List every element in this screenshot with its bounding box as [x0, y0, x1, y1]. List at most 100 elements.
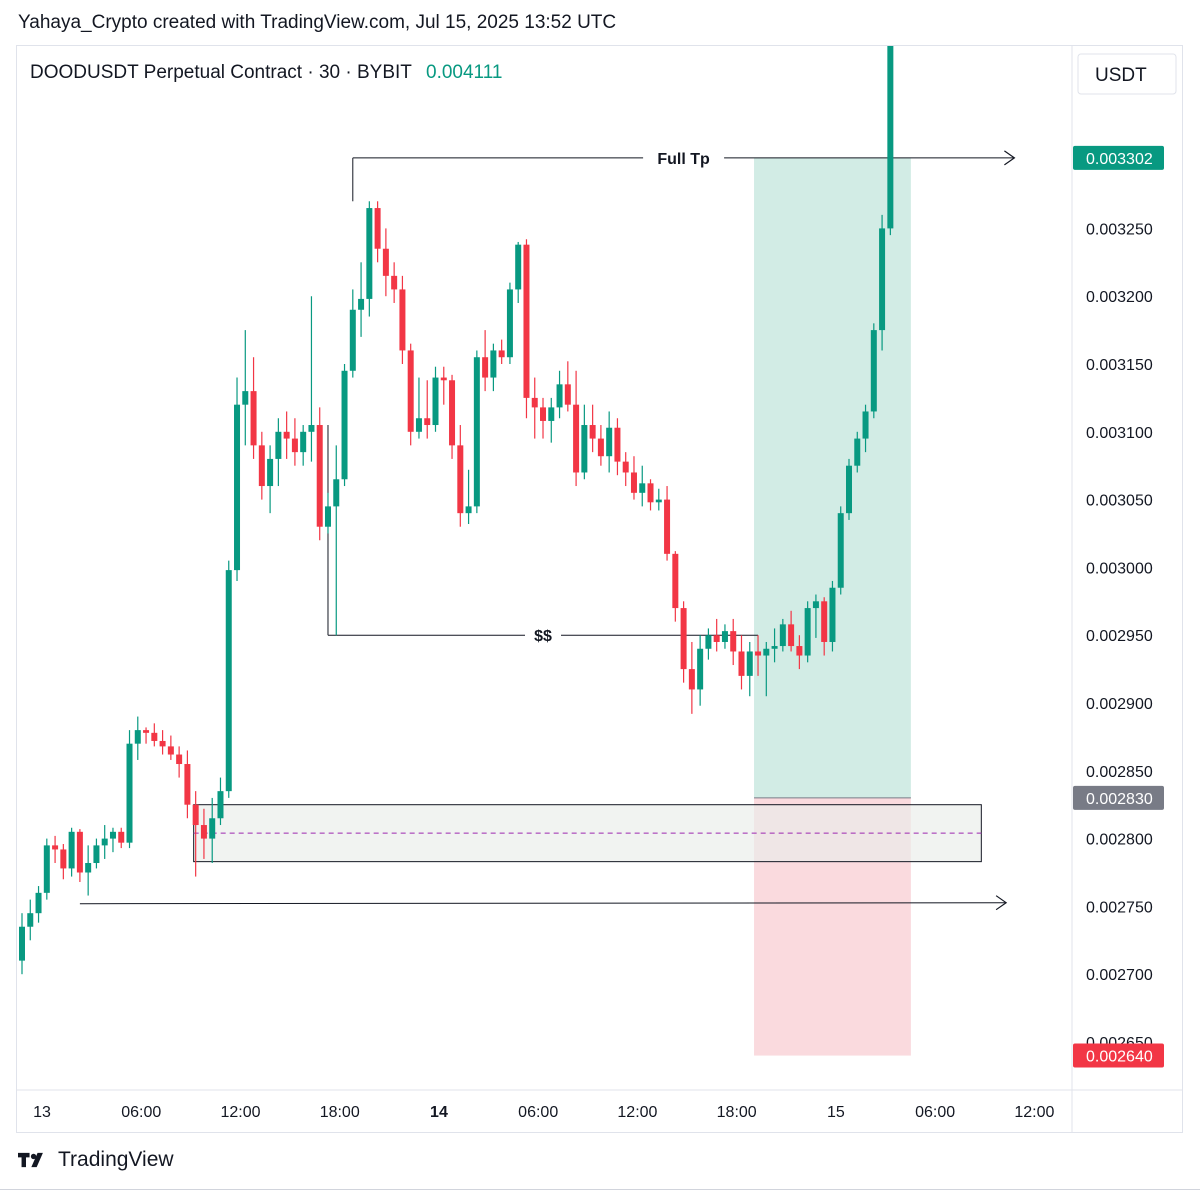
candle-body — [184, 764, 191, 805]
price-tick-label: 0.002950 — [1086, 628, 1153, 645]
time-tick-label: 12:00 — [1014, 1104, 1054, 1121]
candle-body — [796, 646, 803, 656]
candle-body — [473, 357, 480, 507]
candle-body — [449, 380, 456, 446]
target-price-label-bg — [1073, 145, 1164, 170]
candle-body — [573, 404, 580, 473]
price-tick-label: 0.002750 — [1086, 899, 1153, 916]
time-tick-label: 15 — [827, 1104, 845, 1121]
candle-body — [639, 483, 646, 493]
bottom-border — [0, 1189, 1200, 1190]
candle-body — [589, 425, 596, 439]
candle-body — [349, 309, 356, 371]
candle-body — [341, 370, 348, 480]
level-label: Full Tp — [657, 151, 710, 168]
candle-body — [581, 425, 588, 473]
candle-body — [482, 357, 489, 378]
time-tick-label: 14 — [430, 1104, 448, 1121]
time-tick-label: 12:00 — [220, 1104, 260, 1121]
candle-body — [159, 740, 166, 747]
candle-body — [680, 608, 687, 670]
candle-body — [258, 445, 265, 487]
candle-body — [664, 499, 671, 554]
stop-price-label-bg — [1073, 1043, 1164, 1068]
candle-body — [93, 845, 100, 864]
candle-body — [43, 845, 50, 893]
candle-body — [324, 506, 331, 527]
candle-body — [755, 651, 762, 656]
candle-body — [209, 818, 216, 839]
candle-body — [854, 438, 861, 466]
level-label: $$ — [534, 628, 552, 645]
time-tick-label: 13 — [33, 1104, 51, 1121]
candle-body — [606, 427, 613, 457]
candle-body — [143, 730, 150, 733]
chart-attribution: Yahaya_Crypto created with TradingView.c… — [18, 12, 617, 33]
candle-body — [804, 608, 811, 656]
candle-body — [730, 631, 737, 652]
candle-body — [498, 350, 505, 358]
candle-body — [101, 838, 108, 846]
candle-body — [19, 926, 25, 961]
candle-body — [308, 425, 315, 432]
annotations-layer: Full Tp $$ — [79, 150, 1016, 911]
arrow-head-icon — [1004, 150, 1016, 166]
candle-body — [76, 831, 83, 873]
candle-body — [27, 913, 34, 927]
time-tick-label: 18:00 — [717, 1104, 757, 1121]
candle-body — [837, 513, 844, 588]
arrow-head-icon — [995, 895, 1008, 911]
candle-body — [399, 289, 406, 351]
candle-body — [176, 754, 183, 765]
candle-body — [647, 483, 654, 503]
candle-body — [316, 425, 323, 527]
brand-footer[interactable]: TradingView — [18, 1148, 174, 1172]
candle-body — [697, 648, 704, 690]
candle-body — [746, 651, 753, 676]
candle-body — [788, 624, 795, 647]
candle-body — [415, 418, 422, 432]
candle-body — [771, 646, 778, 649]
target-price-label: 0.003302 — [1086, 151, 1153, 168]
price-tick-label: 0.003050 — [1086, 493, 1153, 510]
candle-body — [763, 648, 770, 656]
currency-selector[interactable] — [1077, 53, 1177, 95]
candle-body — [366, 208, 373, 299]
candle-body — [407, 350, 414, 432]
time-tick-label: 06:00 — [915, 1104, 955, 1121]
candle-body — [126, 743, 133, 843]
brand-name: TradingView — [58, 1148, 174, 1171]
price-tick-label: 0.002850 — [1086, 764, 1153, 781]
candle-body — [862, 411, 869, 439]
candle-body — [721, 631, 728, 642]
candle-body — [424, 418, 431, 426]
candle-body — [846, 465, 852, 514]
candle-body — [151, 732, 158, 741]
time-tick-label: 18:00 — [320, 1104, 360, 1121]
candle-body — [250, 391, 257, 446]
candle-body — [870, 330, 877, 412]
candle-body — [672, 553, 679, 609]
candle-body — [391, 275, 398, 290]
candle-body — [713, 635, 720, 642]
candle-body — [688, 669, 695, 690]
candle-body — [523, 244, 530, 398]
candle-body — [60, 849, 67, 869]
candle-body — [506, 289, 513, 358]
time-tick-label: 06:00 — [518, 1104, 558, 1121]
price-tick-label: 0.002800 — [1086, 832, 1153, 849]
candlestick-chart[interactable]: Full Tp$$ USDT 0.0032500.0032000.0031500… — [0, 0, 1200, 1140]
candle-body — [118, 831, 125, 843]
candle-body — [382, 248, 389, 276]
candle-body — [374, 208, 381, 249]
stop-price-label: 0.002640 — [1086, 1049, 1153, 1066]
candle-body — [564, 384, 571, 405]
candle-body — [738, 651, 745, 676]
price-tick-label: 0.003250 — [1086, 221, 1153, 238]
candle-body — [812, 601, 819, 609]
candle-body — [333, 479, 340, 507]
support-arrow-line — [79, 902, 1007, 905]
candle-body — [283, 431, 290, 439]
candle-body — [829, 587, 836, 642]
symbol-legend[interactable]: DOODUSDT Perpetual Contract · 30 · BYBIT — [30, 62, 412, 83]
